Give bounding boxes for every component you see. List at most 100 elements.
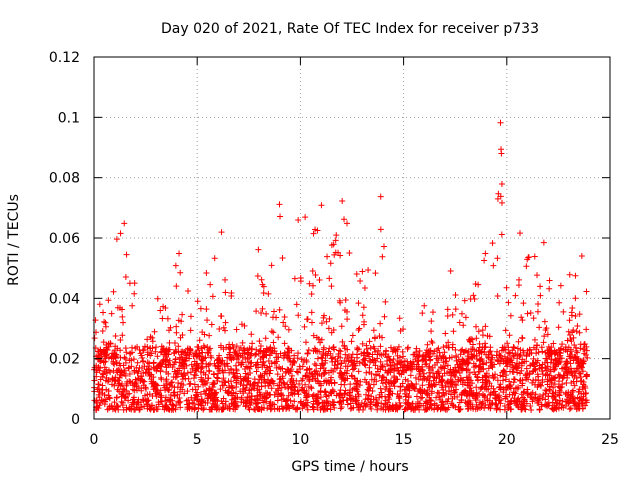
- data-point: [570, 334, 577, 341]
- data-point: [505, 299, 512, 306]
- data-point: [159, 315, 166, 322]
- data-point: [473, 323, 480, 330]
- data-point: [494, 255, 501, 262]
- data-point: [539, 379, 546, 386]
- data-point: [523, 353, 530, 360]
- data-point: [486, 401, 493, 408]
- data-point: [478, 348, 485, 355]
- data-point: [186, 381, 193, 388]
- data-point: [233, 351, 240, 358]
- data-point: [579, 368, 586, 375]
- data-point: [520, 300, 527, 307]
- data-point: [172, 356, 179, 363]
- y-tick-label: 0.06: [49, 231, 80, 247]
- data-point: [191, 363, 198, 370]
- data-point: [205, 375, 212, 382]
- data-point: [148, 402, 155, 409]
- data-point: [126, 357, 133, 364]
- data-point: [263, 310, 270, 317]
- data-point: [541, 333, 548, 340]
- data-point: [369, 387, 376, 394]
- data-point: [246, 354, 253, 361]
- data-point: [320, 344, 327, 351]
- data-point: [91, 335, 98, 342]
- data-point: [553, 357, 560, 364]
- data-point: [567, 360, 574, 367]
- data-point: [462, 388, 469, 395]
- data-point: [377, 343, 384, 350]
- data-point: [564, 370, 571, 377]
- data-point: [200, 406, 207, 413]
- data-point: [557, 359, 564, 366]
- data-point: [269, 378, 276, 385]
- data-point: [336, 370, 343, 377]
- data-point: [222, 327, 229, 334]
- data-point: [488, 356, 495, 363]
- data-point: [233, 326, 240, 333]
- data-point: [355, 391, 362, 398]
- data-point: [133, 380, 140, 387]
- data-point: [173, 283, 180, 290]
- data-point: [495, 358, 502, 365]
- data-point: [363, 391, 370, 398]
- data-point: [112, 332, 119, 339]
- data-point: [274, 397, 281, 404]
- data-point: [377, 358, 384, 365]
- data-point: [198, 356, 205, 363]
- data-point: [144, 349, 151, 356]
- data-point: [204, 317, 211, 324]
- data-point: [338, 323, 345, 330]
- data-point: [473, 348, 480, 355]
- data-point: [109, 381, 116, 388]
- data-point: [253, 401, 260, 408]
- data-point: [285, 385, 292, 392]
- data-point: [504, 340, 511, 347]
- data-point: [240, 399, 247, 406]
- data-point: [349, 366, 356, 373]
- data-point: [194, 362, 201, 369]
- data-point: [330, 368, 337, 375]
- data-point: [463, 374, 470, 381]
- data-point: [239, 354, 246, 361]
- data-point: [494, 377, 501, 384]
- data-point: [468, 387, 475, 394]
- data-point: [241, 366, 248, 373]
- data-point: [218, 229, 225, 236]
- data-point: [112, 378, 119, 385]
- data-point: [225, 378, 232, 385]
- data-point: [419, 382, 426, 389]
- data-point: [584, 354, 591, 361]
- data-point: [581, 350, 588, 357]
- data-point: [259, 397, 266, 404]
- data-point: [476, 357, 483, 364]
- data-point: [185, 287, 192, 294]
- data-point: [546, 386, 553, 393]
- data-point: [439, 382, 446, 389]
- data-point: [274, 405, 281, 412]
- data-point: [202, 380, 209, 387]
- data-point: [514, 403, 521, 410]
- data-point: [173, 323, 180, 330]
- data-point: [149, 338, 156, 345]
- data-point: [396, 315, 403, 322]
- data-point: [256, 389, 263, 396]
- data-point: [435, 368, 442, 375]
- data-point: [453, 352, 460, 359]
- data-point: [310, 398, 317, 405]
- data-point: [207, 345, 214, 352]
- data-point: [174, 384, 181, 391]
- data-point: [312, 375, 319, 382]
- data-point: [110, 358, 117, 365]
- data-point: [195, 401, 202, 408]
- data-point: [347, 387, 354, 394]
- data-point: [233, 356, 240, 363]
- data-point: [577, 345, 584, 352]
- data-point: [524, 390, 531, 397]
- data-point: [288, 389, 295, 396]
- x-tick-label: 0: [90, 432, 99, 448]
- data-point: [503, 393, 510, 400]
- data-point: [213, 389, 220, 396]
- data-point: [187, 369, 194, 376]
- data-point: [120, 406, 127, 413]
- data-point: [244, 364, 251, 371]
